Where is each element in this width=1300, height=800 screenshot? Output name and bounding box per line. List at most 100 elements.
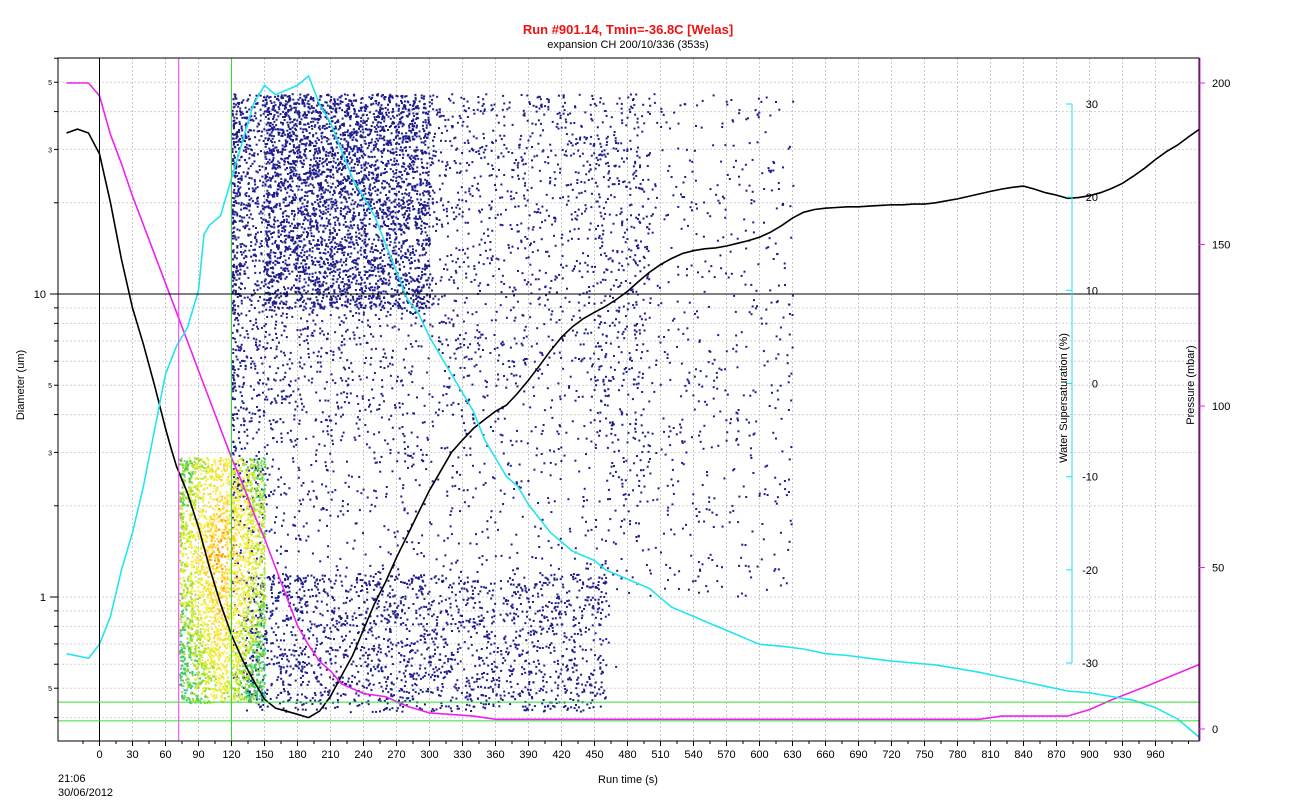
particle-point bbox=[487, 283, 490, 286]
particle-point bbox=[321, 197, 324, 199]
particle-point bbox=[530, 292, 533, 295]
particle-point bbox=[254, 112, 257, 115]
particle-point bbox=[248, 108, 251, 111]
particle-point bbox=[257, 409, 260, 412]
particle-point bbox=[261, 130, 264, 133]
particle-point bbox=[620, 211, 623, 214]
particle-point bbox=[231, 417, 234, 419]
particle-point bbox=[406, 100, 409, 103]
particle-point bbox=[410, 370, 413, 373]
particle-point bbox=[310, 334, 313, 337]
particle-point bbox=[490, 109, 493, 112]
particle-point bbox=[529, 283, 532, 286]
particle-point bbox=[291, 362, 294, 365]
particle-point bbox=[274, 167, 277, 170]
particle-point bbox=[335, 111, 338, 114]
particle-point bbox=[242, 402, 245, 404]
particle-point bbox=[410, 581, 413, 584]
particle-point bbox=[317, 290, 320, 293]
particle-point bbox=[509, 309, 512, 312]
particle-point bbox=[590, 440, 593, 443]
particle-point bbox=[606, 135, 609, 138]
particle-point bbox=[445, 210, 448, 213]
particle-point bbox=[297, 224, 299, 227]
particle-point bbox=[373, 457, 376, 460]
particle-point bbox=[633, 462, 636, 465]
particle-point bbox=[468, 358, 471, 361]
particle-point bbox=[325, 163, 328, 166]
particle-point bbox=[245, 255, 248, 258]
particle-point bbox=[248, 228, 251, 231]
particle-point bbox=[317, 152, 319, 155]
particle-point bbox=[249, 385, 252, 388]
particle-point bbox=[622, 372, 625, 375]
particle-point bbox=[485, 144, 488, 147]
particle-point bbox=[529, 263, 532, 266]
particle-point bbox=[287, 134, 290, 137]
particle-point bbox=[414, 184, 417, 187]
particle-point bbox=[573, 557, 576, 560]
particle-point bbox=[419, 193, 421, 196]
particle-point bbox=[559, 395, 562, 398]
particle-point bbox=[389, 168, 392, 171]
particle-point bbox=[452, 279, 455, 282]
particle-point bbox=[624, 241, 627, 244]
particle-point bbox=[568, 140, 571, 143]
particle-point bbox=[479, 211, 482, 214]
particle-point bbox=[280, 390, 283, 393]
particle-point bbox=[615, 665, 618, 668]
particle-point bbox=[384, 211, 387, 214]
particle-point bbox=[541, 429, 544, 432]
particle-point bbox=[456, 314, 459, 317]
particle-point bbox=[375, 585, 378, 588]
particle-point bbox=[591, 119, 594, 122]
particle-point bbox=[598, 434, 601, 437]
particle-point bbox=[358, 232, 361, 235]
particle-point bbox=[590, 135, 593, 138]
particle-point bbox=[384, 186, 387, 189]
particle-point bbox=[365, 119, 368, 122]
particle-point bbox=[266, 316, 269, 318]
particle-point bbox=[298, 240, 301, 243]
particle-point bbox=[243, 296, 246, 299]
particle-point bbox=[314, 144, 317, 147]
particle-point bbox=[238, 159, 241, 162]
particle-point bbox=[298, 469, 301, 472]
particle-point bbox=[624, 479, 627, 482]
particle-point bbox=[341, 500, 344, 502]
particle-point bbox=[270, 232, 273, 235]
particle-point bbox=[318, 125, 321, 128]
particle-point bbox=[427, 608, 430, 611]
particle-point bbox=[234, 176, 237, 179]
particle-point bbox=[589, 222, 592, 225]
particle-point bbox=[250, 420, 253, 423]
particle-point bbox=[358, 418, 361, 421]
particle-point bbox=[588, 466, 591, 469]
particle-point bbox=[237, 319, 240, 322]
particle-point bbox=[385, 143, 388, 146]
particle-point bbox=[377, 570, 380, 573]
particle-point bbox=[290, 200, 293, 202]
particle-point bbox=[478, 152, 481, 155]
particle-point bbox=[286, 267, 289, 270]
particle-point bbox=[232, 120, 235, 122]
particle-point bbox=[571, 269, 574, 272]
particle-point bbox=[296, 227, 299, 230]
particle-point bbox=[232, 324, 235, 327]
particle-point bbox=[369, 403, 371, 406]
particle-point bbox=[317, 147, 320, 150]
particle-point bbox=[459, 473, 462, 476]
particle-point bbox=[456, 204, 459, 207]
particle-point bbox=[231, 213, 234, 216]
particle-point bbox=[299, 538, 302, 541]
particle-point bbox=[303, 340, 306, 343]
particle-point bbox=[350, 182, 353, 185]
particle-point bbox=[425, 242, 428, 245]
particle-point bbox=[320, 355, 322, 358]
particle-point bbox=[280, 436, 283, 439]
particle-point bbox=[431, 289, 433, 292]
particle-point bbox=[283, 512, 286, 515]
particle-point bbox=[234, 382, 236, 385]
particle-point bbox=[616, 102, 619, 105]
particle-point bbox=[570, 183, 572, 186]
